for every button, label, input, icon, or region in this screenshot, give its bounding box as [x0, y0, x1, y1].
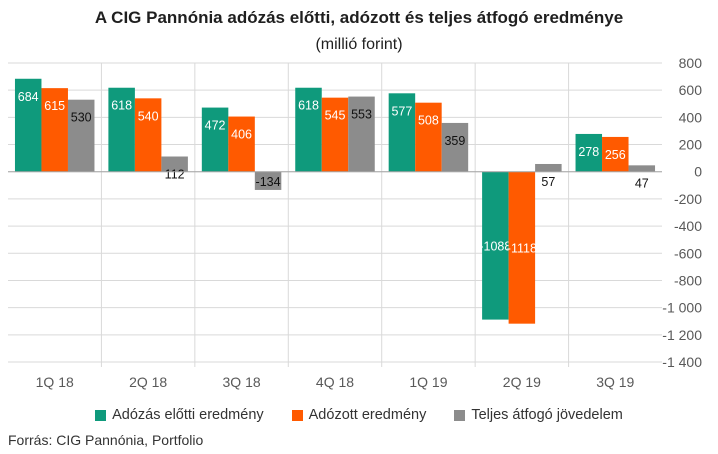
- x-tick-label: 4Q 18: [316, 374, 354, 390]
- bar: [161, 156, 188, 172]
- data-label: 472: [205, 119, 226, 133]
- source-note: Forrás: CIG Pannónia, Portfolio: [8, 432, 204, 448]
- y-tick-label: 400: [679, 109, 703, 125]
- data-label: 256: [605, 148, 626, 162]
- bar: [67, 99, 95, 172]
- legend-swatch-aftertax: [291, 409, 303, 421]
- y-tick-label: 600: [679, 82, 703, 98]
- bar: [508, 171, 536, 324]
- bar: [535, 163, 562, 172]
- bar: [482, 171, 509, 320]
- bar: [415, 102, 442, 172]
- data-label: 47: [635, 176, 649, 190]
- y-tick-label: -1 400: [662, 354, 702, 370]
- y-tick-label: 0: [694, 164, 702, 180]
- data-label: 540: [138, 109, 159, 123]
- bar: [134, 98, 162, 172]
- x-tick-label: 3Q 19: [596, 374, 634, 390]
- x-tick-label: 1Q 19: [409, 374, 447, 390]
- data-label: 278: [578, 145, 599, 159]
- data-label: 615: [44, 99, 65, 113]
- y-tick-label: 800: [679, 55, 703, 71]
- bar: [575, 133, 603, 172]
- bar: [201, 107, 229, 172]
- bar: [228, 116, 255, 172]
- x-tick-label: 2Q 19: [503, 374, 541, 390]
- data-label: 57: [541, 175, 555, 189]
- legend-label-comprehensive: Teljes átfogó jövedelem: [471, 407, 623, 423]
- data-label: 359: [444, 134, 465, 148]
- x-tick-label: 3Q 18: [223, 374, 261, 390]
- y-tick-label: -200: [674, 191, 702, 207]
- legend-swatch-pretax: [95, 409, 107, 421]
- y-tick-label: 200: [679, 137, 703, 153]
- bar: [41, 88, 68, 172]
- data-label: 553: [351, 108, 372, 122]
- x-tick-label: 2Q 18: [129, 374, 167, 390]
- bar: [388, 93, 416, 172]
- bar: [602, 136, 629, 172]
- data-label: 577: [391, 104, 412, 118]
- bar: [348, 96, 375, 172]
- legend-label-aftertax: Adózott eredmény: [308, 407, 427, 423]
- y-tick-label: -800: [674, 272, 702, 288]
- data-label: 508: [418, 114, 439, 128]
- data-label: -1118: [507, 242, 537, 256]
- data-label: 618: [111, 99, 132, 113]
- legend: Adózás előtti eredmény Adózott eredmény …: [0, 407, 718, 423]
- x-tick-label: 1Q 18: [36, 374, 74, 390]
- y-tick-label: -1 200: [662, 327, 702, 343]
- y-tick-label: -1 000: [662, 300, 702, 316]
- bar: [321, 97, 349, 172]
- data-label: 530: [71, 111, 92, 125]
- data-label: 684: [18, 90, 39, 104]
- bar: [628, 165, 656, 172]
- chart-subtitle: (millió forint): [315, 36, 403, 53]
- chart-title: A CIG Pannónia adózás előtti, adózott és…: [94, 8, 624, 27]
- legend-item-aftertax: Adózott eredmény: [291, 407, 427, 423]
- bar: [108, 87, 135, 172]
- bar: [254, 171, 282, 190]
- data-label: 112: [165, 168, 185, 182]
- data-label: 545: [325, 109, 346, 123]
- y-tick-label: -400: [674, 218, 702, 234]
- data-label: 406: [231, 128, 252, 142]
- legend-item-comprehensive: Teljes átfogó jövedelem: [454, 407, 623, 423]
- bar: [441, 122, 469, 172]
- legend-item-pretax: Adózás előtti eredmény: [95, 407, 264, 423]
- bar: [295, 87, 322, 172]
- legend-label-pretax: Adózás előtti eredmény: [112, 407, 264, 423]
- y-tick-label: -600: [674, 245, 702, 261]
- bar-chart: 800 600 400 200 0 -200 -400 -600 -800 -1 000 -1 20…: [8, 55, 703, 390]
- data-label: -134: [256, 175, 281, 189]
- data-label: 618: [298, 99, 319, 113]
- legend-swatch-comprehensive: [454, 409, 466, 421]
- data-label: -1088: [479, 240, 511, 254]
- bar: [14, 78, 42, 172]
